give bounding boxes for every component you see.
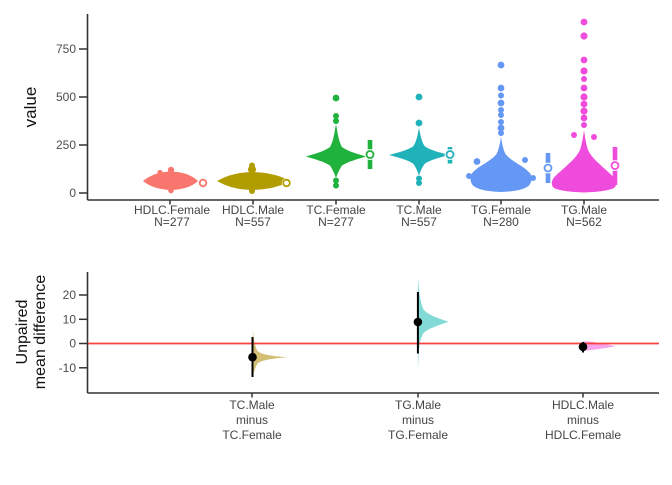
top-ytick-250: 250 — [56, 138, 76, 152]
estimate-hdlc-male-minus-hdlc-female — [578, 342, 588, 353]
mean-marker-hdlc-male — [281, 178, 292, 188]
mean-marker-tg-female — [542, 153, 554, 183]
mean-diff-dot — [413, 317, 423, 327]
cmp2-line1: TG.Male — [395, 398, 441, 412]
cmp1-line3: TC.Female — [222, 428, 282, 442]
bottom-ytick-20: 20 — [63, 288, 77, 302]
swarm-tg-female — [466, 61, 536, 192]
group-label-tc-male: TC.Male — [396, 203, 442, 217]
group-n-tc-male: N=557 — [401, 215, 437, 229]
cmp1-line1: TC.Male — [229, 398, 275, 412]
cmp3-line2: minus — [567, 413, 599, 427]
cmp1-line2: minus — [236, 413, 268, 427]
swarm-tc-male — [389, 93, 449, 186]
cmp3-line1: HDLC.Male — [552, 398, 614, 412]
mean-marker-tg-male — [609, 147, 621, 185]
group-label-hdlc-female: HDLC.Female — [134, 203, 210, 217]
group-n-hdlc-female: N=277 — [154, 215, 190, 229]
bottom-ytick-neg10: -10 — [59, 361, 77, 375]
cmp3-line3: HDLC.Female — [545, 428, 621, 442]
bottom-y-axis-title-line1: Unpaired — [14, 300, 31, 365]
top-x-tick-marks — [169, 200, 585, 205]
group-n-hdlc-male: N=557 — [235, 215, 271, 229]
mean-diff-dot — [578, 342, 588, 352]
swarm-hdlc-male — [217, 162, 290, 194]
bottom-y-axis-title-line2: mean difference — [32, 275, 49, 390]
group-label-hdlc-male: HDLC.Male — [222, 203, 284, 217]
cmp2-line3: TG.Female — [388, 428, 448, 442]
bottom-x-tick-marks — [251, 393, 584, 398]
mean-marker-hdlc-female — [198, 178, 208, 188]
estimate-tg-male-minus-tg-female — [413, 292, 423, 354]
top-panel: value 750 500 250 0 — [21, 14, 659, 229]
bottom-y-tick-marks — [79, 294, 88, 369]
violin-tg-male-minus-tg-female — [417, 277, 449, 371]
cmp2-line2: minus — [402, 413, 434, 427]
mean-marker-tc-female — [364, 140, 376, 169]
top-y-axis-title: value — [21, 87, 40, 128]
group-n-tg-male: N=562 — [566, 215, 602, 229]
group-label-tg-female: TG.Female — [471, 203, 531, 217]
violin-tc-male-minus-tc-female — [252, 330, 287, 378]
group-label-tg-male: TG.Male — [561, 203, 607, 217]
top-x-labels: HDLC.Female N=277 HDLC.Male N=557 TC.Fem… — [134, 203, 607, 229]
top-y-tick-marks — [79, 48, 88, 194]
mean-marker-tc-male — [444, 147, 456, 164]
bottom-panel: Unpaired mean difference 20 10 0 -10 — [14, 272, 659, 442]
group-n-tc-female: N=277 — [318, 215, 354, 229]
mean-diff-dot — [248, 352, 257, 362]
bottom-ytick-0: 0 — [69, 337, 76, 351]
swarm-tg-male — [551, 18, 617, 193]
swarm-hdlc-female — [143, 166, 198, 194]
top-ytick-0: 0 — [69, 186, 76, 200]
top-ytick-750: 750 — [56, 42, 76, 56]
top-ytick-500: 500 — [56, 90, 76, 104]
bottom-x-labels: TC.Male minus TC.Female TG.Male minus TG… — [222, 398, 621, 442]
group-label-tc-female: TC.Female — [306, 203, 366, 217]
estimate-tc-male-minus-tc-female — [248, 337, 257, 377]
swarm-tc-female — [306, 94, 366, 189]
group-n-tg-female: N=280 — [483, 215, 519, 229]
bottom-ytick-10: 10 — [63, 313, 77, 327]
